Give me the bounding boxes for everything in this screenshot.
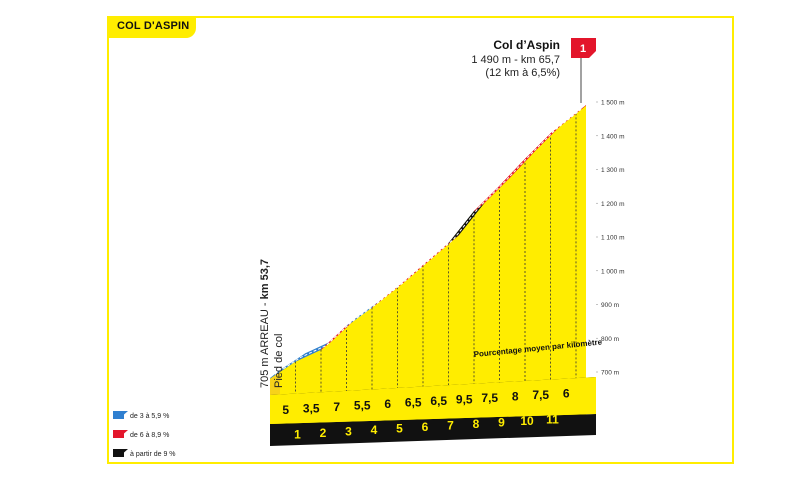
gradient-label: 6 (563, 387, 570, 401)
km-label: 5 (396, 422, 403, 436)
road-centerline (274, 108, 582, 375)
summit-name: Col d’Aspin (493, 38, 560, 52)
start-town: 705 m ARREAU - (259, 299, 271, 388)
km-label: 2 (320, 426, 327, 440)
legend-label: de 6 à 8,9 % (130, 432, 169, 439)
legend: de 3 à 5,9 % de 6 à 8,9 % à partir de 9 % (113, 411, 176, 458)
summit-flag-icon (571, 38, 596, 58)
elevation-profile: 5 3,5 7 5,5 6 6,5 6,5 9,5 7,5 8 7,5 61 2 3 4 5 6 7 8 9 10 11 (269, 105, 596, 446)
y-tick-label: 1 300 m (601, 167, 625, 174)
summit-flag-number: 1 (580, 43, 586, 55)
start-subtitle: Pied de col (273, 334, 285, 388)
y-tick-label: 1 100 m (601, 235, 625, 242)
profile-base (270, 377, 596, 424)
title-tab (108, 17, 196, 38)
start-km: km 53,7 (259, 259, 271, 299)
start-label: 705 m ARREAU - km 53,7 (259, 259, 271, 388)
km-label: 9 (498, 416, 505, 430)
summit-average: (12 km à 6,5%) (485, 67, 560, 79)
legend-swatch-box (113, 430, 124, 438)
chart-title: COL D'ASPIN (117, 20, 190, 32)
km-label: 3 (345, 425, 352, 439)
y-tick-label: 1 400 m (601, 133, 625, 140)
gradient-label: 7,5 (481, 391, 498, 405)
y-tick-label: 1 500 m (601, 100, 625, 107)
gradient-label: 3,5 (303, 402, 320, 416)
gradient-label: 6,5 (430, 394, 447, 408)
gradient-label: 8 (512, 390, 519, 404)
gradient-label: 7,5 (532, 388, 549, 402)
y-tick-label: 1 000 m (601, 268, 625, 275)
km-label: 6 (422, 420, 429, 434)
km-label: 4 (371, 423, 378, 437)
legend-swatch-box (113, 449, 124, 457)
y-tick-label: 800 m (601, 336, 619, 343)
legend-label: à partir de 9 % (130, 451, 176, 458)
legend-label: de 3 à 5,9 % (130, 413, 169, 420)
gradient-label: 7 (333, 400, 340, 414)
gradient-label: 5,5 (354, 399, 371, 413)
km-band (270, 414, 596, 446)
gradient-label: 6,5 (405, 396, 422, 410)
km-label: 10 (520, 414, 534, 428)
y-tick-label: 1 200 m (601, 201, 625, 208)
y-axis-ticks: 700 m 800 m 900 m 1 000 m 1 100 m 1 200 m 1 30… (596, 100, 625, 377)
gradient-label: 5 (282, 403, 289, 417)
km-label: 7 (447, 419, 454, 433)
km-label: 8 (473, 417, 480, 431)
chart-frame (107, 16, 734, 464)
km-label: 11 (546, 413, 559, 427)
y-tick-label: 700 m (601, 370, 619, 377)
summit-altitude-km: 1 490 m - km 65,7 (471, 54, 560, 66)
gradient-label: 9,5 (456, 393, 473, 407)
legend-swatch-box (113, 411, 124, 419)
gradient-label: 6 (384, 397, 391, 411)
y-tick-label: 900 m (601, 302, 619, 309)
km-label: 1 (294, 428, 301, 442)
